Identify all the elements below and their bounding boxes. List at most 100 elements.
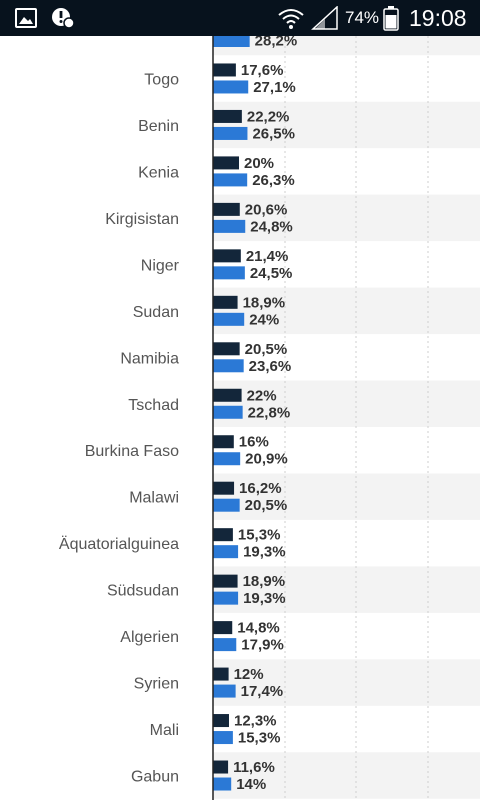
row-band <box>213 36 480 56</box>
bar <box>213 777 232 791</box>
bar <box>213 528 233 542</box>
bar-chart: 28,2% Togo 17,6%27,1% Benin 22,2%26,5% Kenia 2… <box>59 36 480 800</box>
data-label: 19,3% <box>243 544 286 561</box>
bar <box>213 498 240 512</box>
data-label: 15,3% <box>238 730 281 747</box>
data-label: 19,3% <box>243 590 286 607</box>
row-band <box>213 473 480 520</box>
data-label: 18,9% <box>243 573 286 590</box>
wifi-icon <box>277 0 305 36</box>
data-label: 17,6% <box>241 62 284 79</box>
bar <box>213 545 239 559</box>
category-label: Malawi <box>129 490 179 507</box>
notification-icon <box>50 0 76 36</box>
category-label: Sudan <box>133 304 179 321</box>
category-label: Äquatorialguinea <box>59 535 179 553</box>
bar <box>213 388 242 402</box>
data-label: 26,5% <box>252 125 295 142</box>
bar <box>213 63 236 77</box>
bar <box>213 684 236 698</box>
data-label: 20,6% <box>245 201 288 218</box>
gallery-icon <box>14 0 38 36</box>
bar <box>213 219 246 233</box>
data-label: 18,9% <box>243 294 286 311</box>
data-label: 22,8% <box>248 404 291 421</box>
row-band <box>213 380 480 427</box>
category-label: Syrien <box>134 676 179 693</box>
data-label: 26,3% <box>252 172 295 189</box>
data-label: 23,6% <box>249 358 292 375</box>
category-label: Namibia <box>120 350 179 367</box>
bar <box>213 80 249 94</box>
bar <box>213 574 238 588</box>
data-label: 14,8% <box>237 620 280 637</box>
chart-area: 28,2% Togo 17,6% 27,1% Benin 22,2% 26,5% Kenia 2… <box>0 36 480 800</box>
battery-percent: 74% <box>345 8 380 27</box>
bar <box>213 667 229 681</box>
row-band <box>213 659 480 706</box>
bar <box>213 435 234 449</box>
data-label: 21,4% <box>246 248 289 265</box>
bar <box>213 452 241 466</box>
category-label: Gabun <box>131 769 179 786</box>
bar <box>213 731 233 745</box>
category-label: Algerien <box>120 629 179 646</box>
bar <box>213 109 242 123</box>
category-label: Tschad <box>128 397 179 414</box>
data-label: 16,2% <box>239 480 282 497</box>
data-label: 24% <box>249 311 279 328</box>
clock: 19:08 <box>409 5 467 31</box>
data-label: 14% <box>236 776 266 793</box>
bar <box>213 126 248 140</box>
category-label: Togo <box>144 71 179 88</box>
category-label: Benin <box>138 118 179 135</box>
bar <box>213 173 248 187</box>
data-label: 20,9% <box>245 451 288 468</box>
row-band <box>213 101 480 149</box>
data-label: 20,5% <box>245 497 288 514</box>
bar <box>213 591 239 605</box>
category-label: Kenia <box>138 164 179 181</box>
row-band <box>213 566 480 613</box>
bar <box>213 156 239 170</box>
data-label: 15,3% <box>238 527 281 544</box>
signal-icon <box>311 0 339 36</box>
row-band <box>213 287 480 335</box>
data-label: 12% <box>234 666 264 683</box>
data-label: 20,5% <box>245 341 288 358</box>
status-bar: 74% 19:08 <box>0 0 480 36</box>
data-label: 17,4% <box>241 683 284 700</box>
bar <box>213 621 233 635</box>
bar <box>213 638 237 652</box>
bar <box>213 760 229 774</box>
data-label: 24,5% <box>250 265 293 282</box>
row-band <box>213 752 480 799</box>
category-label: Kirgisistan <box>105 211 179 228</box>
data-label: 16% <box>239 434 269 451</box>
category-label: Südsudan <box>107 583 179 600</box>
data-label: 28,2% <box>255 36 298 50</box>
category-label: Burkina Faso <box>85 443 179 460</box>
bar <box>213 342 240 356</box>
bar <box>213 481 235 495</box>
data-label: 12,3% <box>234 713 277 730</box>
bar <box>213 714 229 728</box>
data-label: 11,6% <box>233 759 275 776</box>
data-label: 24,8% <box>250 218 293 235</box>
data-label: 20% <box>244 155 274 172</box>
battery-icon <box>383 0 399 36</box>
bar <box>213 202 240 216</box>
data-label: 17,9% <box>241 637 284 654</box>
category-label: Mali <box>150 722 179 739</box>
data-label: 22,2% <box>247 108 290 125</box>
bar <box>213 405 243 419</box>
bar <box>213 312 245 326</box>
bar <box>213 266 245 280</box>
data-label: 27,1% <box>253 79 296 96</box>
row-band <box>213 194 480 242</box>
bar <box>213 295 238 309</box>
data-label: 22% <box>247 387 277 404</box>
category-label: Niger <box>141 257 180 274</box>
bar <box>213 36 250 47</box>
bar <box>213 249 241 263</box>
